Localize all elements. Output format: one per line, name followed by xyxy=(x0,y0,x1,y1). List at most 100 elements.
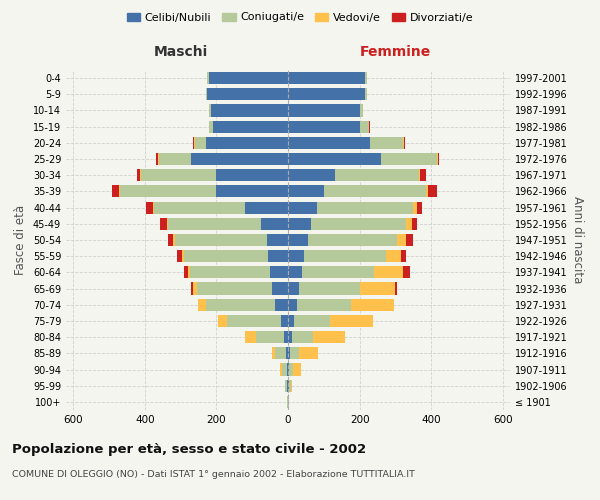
Text: Femmine: Femmine xyxy=(360,44,431,59)
Bar xyxy=(213,120,288,132)
Bar xyxy=(285,380,286,392)
Bar xyxy=(275,348,286,360)
Bar xyxy=(217,169,288,181)
Bar xyxy=(288,153,381,165)
Bar xyxy=(302,266,374,278)
Bar xyxy=(401,250,406,262)
Bar xyxy=(288,218,311,230)
Bar xyxy=(173,234,175,246)
Bar xyxy=(156,153,158,165)
Bar xyxy=(119,186,120,198)
Bar xyxy=(194,137,195,149)
Bar xyxy=(412,218,417,230)
Bar xyxy=(120,186,217,198)
Bar xyxy=(191,153,288,165)
Bar xyxy=(374,266,403,278)
Bar xyxy=(359,120,368,132)
Bar xyxy=(299,348,319,360)
Bar xyxy=(158,153,159,165)
Bar xyxy=(288,348,290,360)
Bar xyxy=(350,298,394,311)
Bar xyxy=(167,218,168,230)
Y-axis label: Fasce di età: Fasce di età xyxy=(14,205,27,275)
Bar xyxy=(335,169,419,181)
Bar xyxy=(268,250,288,262)
Bar xyxy=(295,315,330,327)
Bar xyxy=(381,153,437,165)
Bar xyxy=(140,169,141,181)
Text: Popolazione per età, sesso e stato civile - 2002: Popolazione per età, sesso e stato civil… xyxy=(12,442,366,456)
Bar xyxy=(137,169,140,181)
Bar xyxy=(208,72,209,84)
Bar xyxy=(190,266,270,278)
Bar xyxy=(330,315,373,327)
Text: Maschi: Maschi xyxy=(154,44,208,59)
Bar xyxy=(206,298,275,311)
Bar xyxy=(359,282,395,294)
Bar xyxy=(288,266,302,278)
Bar xyxy=(266,234,288,246)
Bar xyxy=(290,348,299,360)
Bar xyxy=(304,250,386,262)
Bar xyxy=(256,331,284,343)
Bar xyxy=(406,218,412,230)
Bar xyxy=(197,282,272,294)
Bar xyxy=(206,137,288,149)
Bar xyxy=(288,331,292,343)
Bar xyxy=(284,331,288,343)
Bar xyxy=(317,202,413,213)
Bar xyxy=(272,348,275,360)
Bar xyxy=(146,202,152,213)
Bar xyxy=(191,282,193,294)
Bar xyxy=(292,331,313,343)
Bar xyxy=(211,104,288,117)
Bar xyxy=(308,234,397,246)
Bar xyxy=(288,120,359,132)
Bar xyxy=(311,218,406,230)
Bar xyxy=(403,266,410,278)
Bar xyxy=(288,137,370,149)
Bar xyxy=(368,120,369,132)
Bar xyxy=(227,315,281,327)
Bar xyxy=(208,88,288,101)
Bar xyxy=(288,250,304,262)
Bar xyxy=(290,380,292,392)
Bar xyxy=(168,218,261,230)
Bar xyxy=(152,202,154,213)
Bar xyxy=(184,250,268,262)
Bar xyxy=(288,380,289,392)
Bar xyxy=(288,396,289,408)
Bar xyxy=(288,282,299,294)
Bar xyxy=(280,364,281,376)
Y-axis label: Anni di nascita: Anni di nascita xyxy=(571,196,584,284)
Bar xyxy=(313,331,345,343)
Bar xyxy=(159,153,191,165)
Bar xyxy=(421,169,426,181)
Bar xyxy=(406,234,413,246)
Bar xyxy=(365,88,367,101)
Bar xyxy=(141,169,217,181)
Bar xyxy=(175,234,266,246)
Bar xyxy=(386,250,401,262)
Bar xyxy=(437,153,439,165)
Bar xyxy=(288,104,359,117)
Bar xyxy=(195,137,206,149)
Bar xyxy=(209,104,211,117)
Bar xyxy=(286,380,287,392)
Bar xyxy=(287,396,288,408)
Bar xyxy=(112,186,119,198)
Bar xyxy=(206,88,208,101)
Bar xyxy=(288,298,297,311)
Bar xyxy=(287,364,288,376)
Bar xyxy=(370,137,403,149)
Bar xyxy=(281,315,288,327)
Bar xyxy=(288,315,295,327)
Bar xyxy=(193,137,194,149)
Bar xyxy=(286,348,288,360)
Bar xyxy=(160,218,167,230)
Bar xyxy=(217,186,288,198)
Bar xyxy=(417,202,422,213)
Bar xyxy=(288,169,335,181)
Legend: Celibi/Nubili, Coniugati/e, Vedovi/e, Divorziati/e: Celibi/Nubili, Coniugati/e, Vedovi/e, Di… xyxy=(122,8,478,27)
Bar xyxy=(289,380,290,392)
